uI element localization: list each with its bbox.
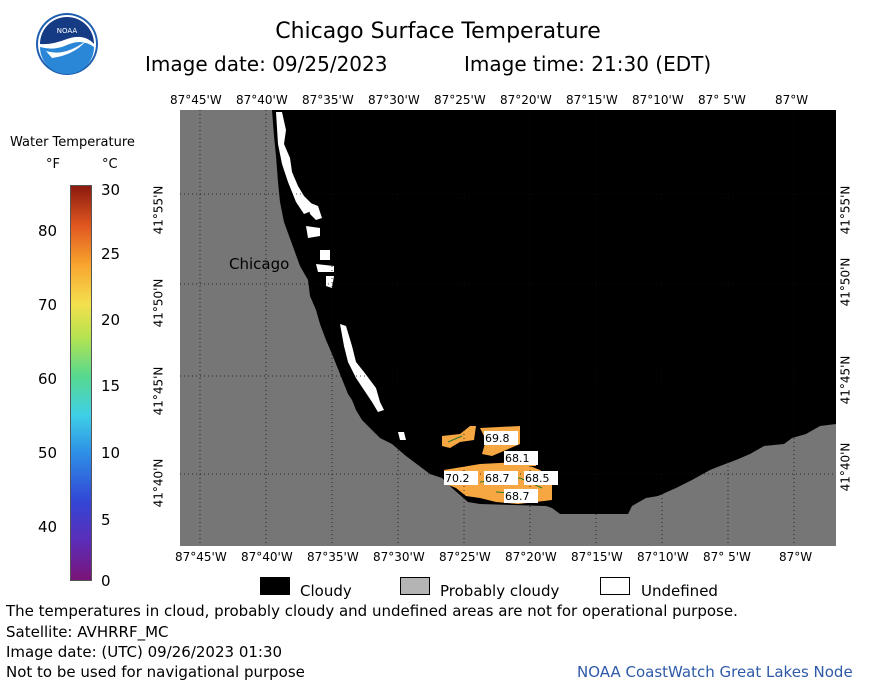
legend-swatch-undefined	[600, 577, 630, 595]
lon-label-top: 87°W	[775, 93, 809, 107]
lat-label-right: 41°50'N	[838, 257, 853, 307]
c-tick: 15	[101, 377, 121, 395]
temp-label: 70.2	[445, 472, 470, 485]
lon-label-top: 87°35'W	[302, 93, 354, 107]
footer-nav-note: Not to be used for navigational purpose	[6, 663, 305, 681]
image-time: Image time: 21:30 (EDT)	[464, 52, 712, 76]
f-tick: 40	[38, 518, 58, 536]
lon-label-top: 87°15'W	[566, 93, 618, 107]
lon-label-bottom: 87°25'W	[439, 550, 491, 564]
svg-text:NOAA: NOAA	[57, 27, 78, 35]
lon-label-top: 87°10'W	[632, 93, 684, 107]
temp-label: 68.7	[505, 490, 530, 503]
lon-label-top: 87°30'W	[368, 93, 420, 107]
temp-label: 69.8	[485, 432, 510, 445]
lon-label-top: 87°45'W	[170, 93, 222, 107]
colorbar-title: Water Temperature	[10, 135, 135, 150]
legend-swatch-cloudy	[260, 577, 290, 595]
lat-label-right: 41°55'N	[838, 185, 853, 235]
chicago-location-dot	[297, 243, 307, 253]
temp-label: 68.5	[525, 472, 550, 485]
f-tick: 70	[38, 296, 58, 314]
image-date: Image date: 09/25/2023	[145, 52, 388, 76]
lon-label-bottom: 87°15'W	[571, 550, 623, 564]
lon-label-bottom: 87°45'W	[175, 550, 227, 564]
lat-label-left: 41°40'N	[151, 458, 166, 508]
lon-label-top: 87° 5'W	[698, 93, 746, 107]
c-tick: 30	[101, 181, 121, 199]
lon-label-top: 87°40'W	[236, 93, 288, 107]
lon-label-bottom: 87°20'W	[505, 550, 557, 564]
temp-label: 68.1	[505, 452, 530, 465]
f-tick: 80	[38, 222, 58, 240]
noaa-logo: NOAA	[34, 11, 100, 77]
colorbar	[70, 185, 92, 581]
lon-label-bottom: 87°W	[779, 550, 813, 564]
unit-fahrenheit: °F	[46, 157, 60, 172]
lat-label-right: 41°45'N	[838, 355, 853, 405]
lat-label-left: 41°55'N	[151, 185, 166, 235]
city-label: Chicago	[229, 255, 289, 273]
temp-label: 68.7	[485, 472, 510, 485]
lake-cloud-area	[272, 110, 836, 514]
lon-label-bottom: 87°35'W	[307, 550, 359, 564]
legend-label-probably-cloudy: Probably cloudy	[440, 582, 560, 600]
c-tick: 25	[101, 245, 121, 263]
lon-label-top: 87°25'W	[434, 93, 486, 107]
lon-label-bottom: 87°40'W	[241, 550, 293, 564]
c-tick: 10	[101, 444, 121, 462]
lon-label-bottom: 87°30'W	[373, 550, 425, 564]
lon-label-bottom: 87°10'W	[637, 550, 689, 564]
f-tick: 50	[38, 444, 58, 462]
footer-utc-date: Image date: (UTC) 09/26/2023 01:30	[6, 643, 283, 661]
lon-label-bottom: 87° 5'W	[703, 550, 751, 564]
footer-credit: NOAA CoastWatch Great Lakes Node	[577, 663, 853, 681]
temperature-map: Chicago 69.8 68.1 70.2 68.7 68.5 68.7	[180, 110, 836, 546]
undefined-areas	[276, 112, 406, 440]
c-tick: 20	[101, 311, 121, 329]
map-title: Chicago Surface Temperature	[275, 19, 601, 44]
lat-label-right: 41°40'N	[838, 442, 853, 492]
lat-label-left: 41°45'N	[151, 366, 166, 416]
footer-note: The temperatures in cloud, probably clou…	[6, 602, 738, 620]
unit-celsius: °C	[102, 157, 118, 172]
legend-swatch-probably-cloudy	[400, 577, 430, 595]
legend-label-undefined: Undefined	[641, 582, 718, 600]
lat-label-left: 41°50'N	[151, 278, 166, 328]
f-tick: 60	[38, 370, 58, 388]
lon-label-top: 87°20'W	[500, 93, 552, 107]
c-tick: 5	[101, 511, 111, 529]
c-tick: 0	[101, 572, 111, 590]
legend-label-cloudy: Cloudy	[300, 582, 352, 600]
footer-satellite: Satellite: AVHRRF_MC	[6, 623, 169, 641]
